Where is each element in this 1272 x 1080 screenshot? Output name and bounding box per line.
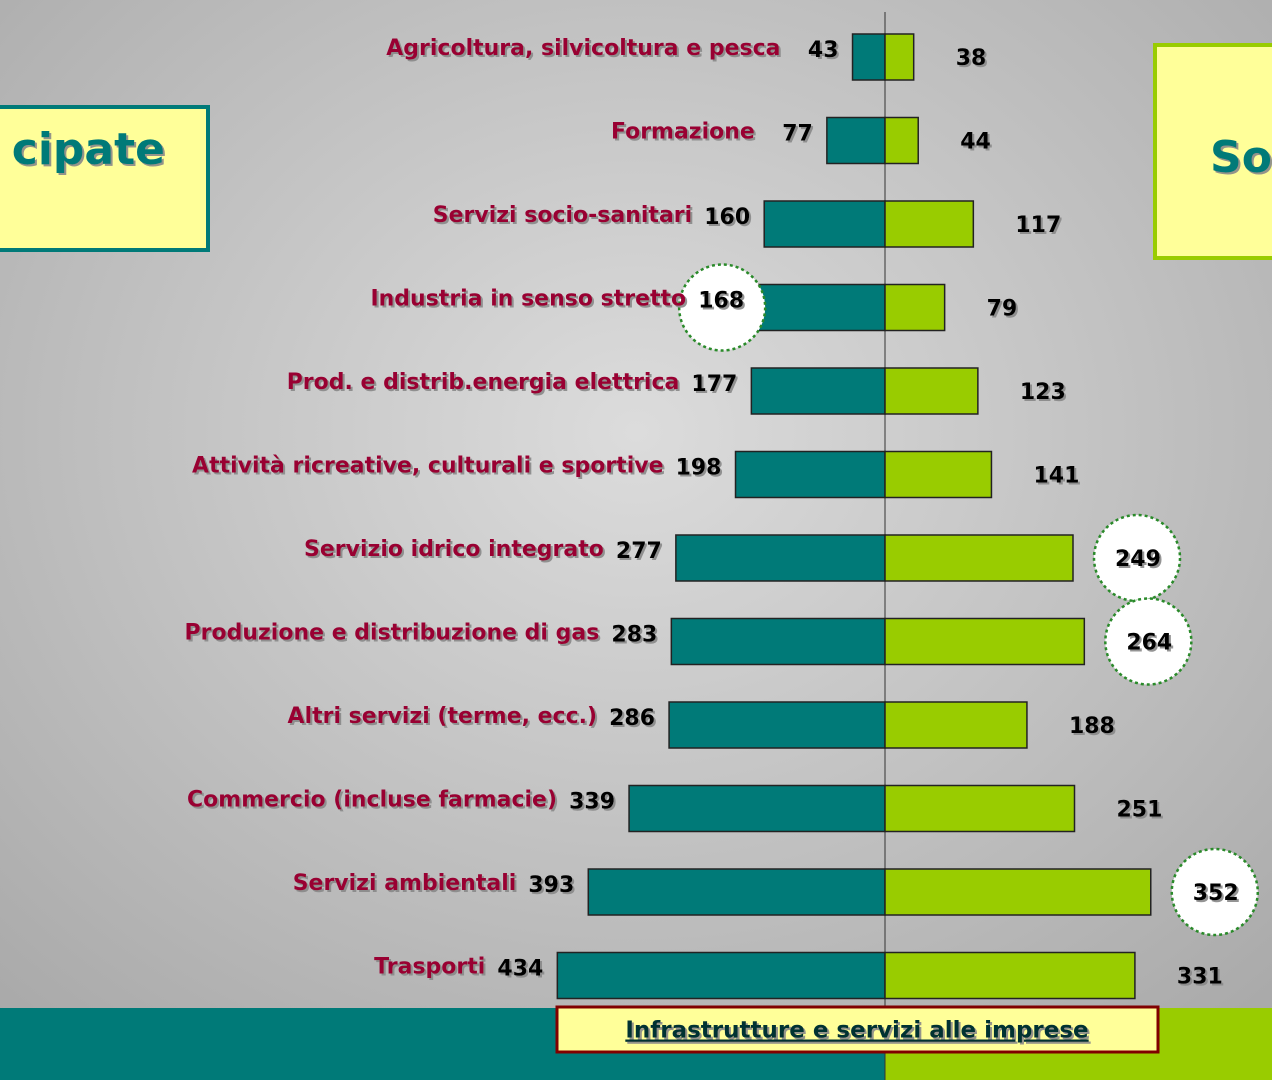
bar-left (556, 951, 886, 1000)
bar-right (884, 33, 915, 81)
bar-right (884, 534, 1074, 582)
bar-left (851, 33, 886, 81)
value-label-left: 283 (611, 623, 657, 648)
bar-right (884, 367, 979, 415)
bar-left (628, 784, 886, 833)
bar-left (587, 868, 886, 916)
bar-left (670, 617, 886, 666)
value-label-left: 393 (528, 873, 574, 898)
value-label-right: 352 (1193, 881, 1239, 906)
bar-right (884, 450, 993, 499)
bar-left (763, 200, 886, 248)
value-label-left: 160 (704, 205, 750, 230)
bars: 43 38 Agricoltura, silvicoltura e pesca 77 4… (185, 33, 1260, 1000)
category-label: Formazione (611, 120, 755, 145)
bar-right (884, 116, 919, 165)
bar-left (826, 116, 886, 165)
value-label-right: 331 (1177, 965, 1223, 990)
bar-left (750, 367, 886, 415)
value-label-right: 264 (1126, 631, 1172, 656)
category-label: Agricoltura, silvicoltura e pesca (386, 36, 780, 61)
bar-left (757, 283, 886, 332)
highlight-circle (1104, 597, 1193, 686)
value-label-left: 339 (569, 790, 615, 815)
bar-right (884, 701, 1028, 749)
category-label: Servizi socio-sanitari (433, 203, 692, 228)
right-title: So (1210, 132, 1272, 183)
value-label-right: 44 (960, 130, 991, 155)
value-label-right: 79 (987, 297, 1018, 322)
category-label: Produzione e distribuzione di gas (185, 621, 600, 646)
bar-left (675, 534, 886, 582)
bar-right (884, 784, 1076, 833)
value-label-right: 249 (1115, 547, 1161, 572)
value-label-left: 277 (616, 539, 662, 564)
category-label: Prod. e distrib.energia elettrica (287, 370, 680, 395)
category-label: Commercio (incluse farmacie) (187, 788, 557, 813)
bar-right (884, 283, 946, 332)
bar-right (884, 200, 975, 248)
category-label: Servizi ambientali (293, 871, 517, 896)
category-label: Attività ricreative, culturali e sportiv… (192, 454, 663, 479)
value-label-left: 198 (676, 456, 722, 481)
value-label-right: 188 (1069, 714, 1115, 739)
left-title-box (0, 105, 210, 252)
value-label-left: 77 (782, 122, 813, 147)
bar-right (884, 951, 1136, 1000)
category-label: Servizio idrico integrato (304, 537, 604, 562)
value-label-right: 38 (956, 46, 987, 71)
bar-right (884, 868, 1152, 916)
value-label-right: 123 (1020, 380, 1066, 405)
value-label-right: 141 (1033, 464, 1079, 489)
footer-label: Infrastrutture e servizi alle imprese (625, 1018, 1088, 1044)
value-label-left: 168 (698, 289, 744, 314)
value-label-right: 251 (1117, 798, 1163, 823)
category-label: Altri servizi (terme, ecc.) (288, 704, 598, 729)
left-title: cipate (12, 124, 165, 175)
bar-left (668, 701, 886, 749)
highlight-circle (1170, 847, 1260, 937)
bar-right (884, 617, 1086, 666)
bar-left (734, 450, 886, 499)
value-label-left: 286 (609, 706, 655, 731)
highlight-circle (677, 263, 767, 352)
footer-box (555, 1005, 1160, 1054)
value-label-left: 43 (808, 38, 839, 63)
right-title-box (1153, 43, 1272, 260)
value-label-left: 434 (497, 957, 543, 982)
category-label: Industria in senso stretto (370, 287, 686, 312)
category-label: Trasporti (374, 955, 485, 980)
value-label-right: 117 (1015, 213, 1061, 238)
value-label-left: 177 (691, 372, 737, 397)
